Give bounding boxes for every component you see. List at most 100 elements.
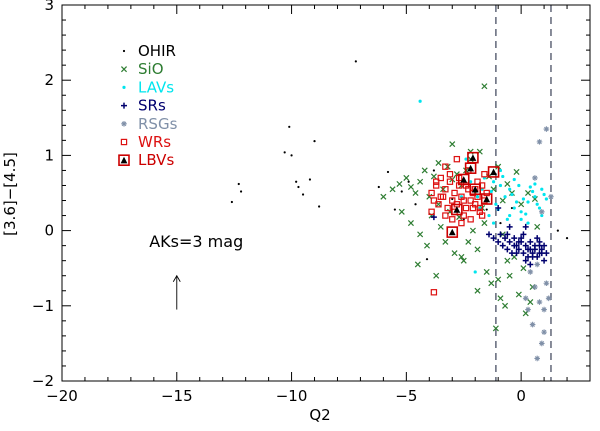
point-lavs (531, 189, 535, 194)
point-wrs (430, 197, 438, 204)
point-rsgs (534, 261, 540, 268)
point-sio (520, 265, 527, 272)
extinction-label: AKs=3 mag (149, 232, 243, 251)
x-tick-label: −15 (161, 387, 193, 405)
point-rsgs (527, 269, 534, 275)
point-srs (485, 231, 492, 238)
point-ohir (239, 190, 243, 193)
point-lbvs (446, 226, 459, 238)
point-sio (502, 302, 509, 309)
point-lavs (498, 168, 503, 173)
point-lavs (487, 213, 491, 218)
point-rsgs (538, 209, 545, 215)
point-lavs (519, 210, 523, 214)
point-wrs (446, 178, 454, 185)
point-sio (497, 295, 504, 302)
point-lbvs-box (464, 162, 477, 174)
point-sio (430, 173, 437, 180)
point-wrs (458, 193, 465, 200)
point-sio (483, 268, 490, 275)
point-lavs (535, 202, 539, 206)
extinction-arrow-head (172, 274, 181, 282)
point-lavs (526, 200, 530, 204)
point-wrs (439, 193, 447, 200)
point-ohir (386, 170, 390, 174)
legend-label-srs: SRs (138, 97, 166, 115)
point-lavs (512, 177, 516, 182)
point-lbvs-box (446, 226, 459, 238)
y-tick-label: 0 (44, 222, 54, 240)
x-axis-label: Q2 (309, 406, 330, 424)
point-ohir (297, 185, 300, 189)
point-ohir (499, 221, 502, 225)
point-sio (442, 238, 449, 245)
point-sio (437, 223, 444, 230)
x-tick-label: −10 (276, 387, 308, 405)
point-sio (469, 227, 476, 234)
point-srs (527, 261, 534, 268)
point-rsgs (543, 126, 550, 132)
point-rsgs (538, 340, 545, 347)
point-lavs (494, 202, 498, 206)
point-sio (433, 272, 440, 279)
point-srs (515, 246, 522, 253)
point-srs (520, 250, 527, 257)
point-sio (380, 193, 387, 200)
legend-label-rsgs: RSGs (138, 115, 178, 133)
point-sio (389, 186, 396, 193)
point-rsgs (545, 295, 552, 302)
point-sio (458, 253, 465, 260)
point-lavs (498, 183, 503, 188)
point-lavs (491, 180, 496, 184)
point-lbvs (457, 173, 470, 186)
legend-marker-lavs (122, 85, 126, 89)
point-ohir (400, 190, 403, 193)
point-sio (504, 180, 511, 188)
point-ohir (301, 193, 305, 196)
x-tick-label: 0 (516, 387, 526, 405)
point-ohir (414, 203, 417, 206)
point-sio (492, 325, 499, 332)
point-rsgs (532, 284, 538, 290)
legend-label-lbvs: LBVs (138, 151, 174, 169)
point-rsgs (536, 299, 543, 305)
point-lavs (537, 206, 542, 210)
point-wrs (437, 174, 444, 182)
point-lavs (533, 182, 537, 186)
point-wrs (442, 212, 449, 219)
point-ohir (425, 258, 429, 261)
point-srs (495, 205, 502, 212)
point-lavs (505, 217, 509, 221)
point-wrs (469, 204, 477, 212)
point-sio (421, 167, 428, 174)
point-lavs (473, 270, 477, 274)
point-lavs (503, 195, 507, 199)
point-lbvs-box (480, 193, 493, 205)
point-srs (520, 231, 527, 238)
legend-label-ohir: OHIR (138, 42, 176, 60)
point-rsgs (536, 139, 543, 145)
point-lbvs-triangle (483, 195, 491, 203)
point-rsgs (534, 355, 540, 362)
point-ohir (283, 151, 286, 154)
point-ohir (230, 200, 233, 204)
point-sio (481, 220, 488, 227)
point-wrs (430, 289, 438, 296)
y-tick-label: −1 (32, 297, 54, 315)
point-sio (534, 223, 541, 230)
point-lavs (540, 213, 544, 218)
point-lavs (464, 157, 468, 161)
point-lavs (510, 192, 514, 197)
point-sio (499, 197, 506, 204)
point-wrs (476, 204, 484, 212)
point-sio (414, 261, 421, 268)
point-lbvs-triangle (469, 154, 477, 161)
point-sio (403, 174, 410, 181)
point-srs (495, 238, 502, 245)
point-srs (531, 246, 538, 253)
point-rsgs (522, 295, 529, 302)
point-lbvs-box (469, 183, 482, 196)
point-sio (407, 183, 414, 191)
point-wrs (483, 189, 490, 197)
point-lbvs-triangle (471, 185, 479, 193)
